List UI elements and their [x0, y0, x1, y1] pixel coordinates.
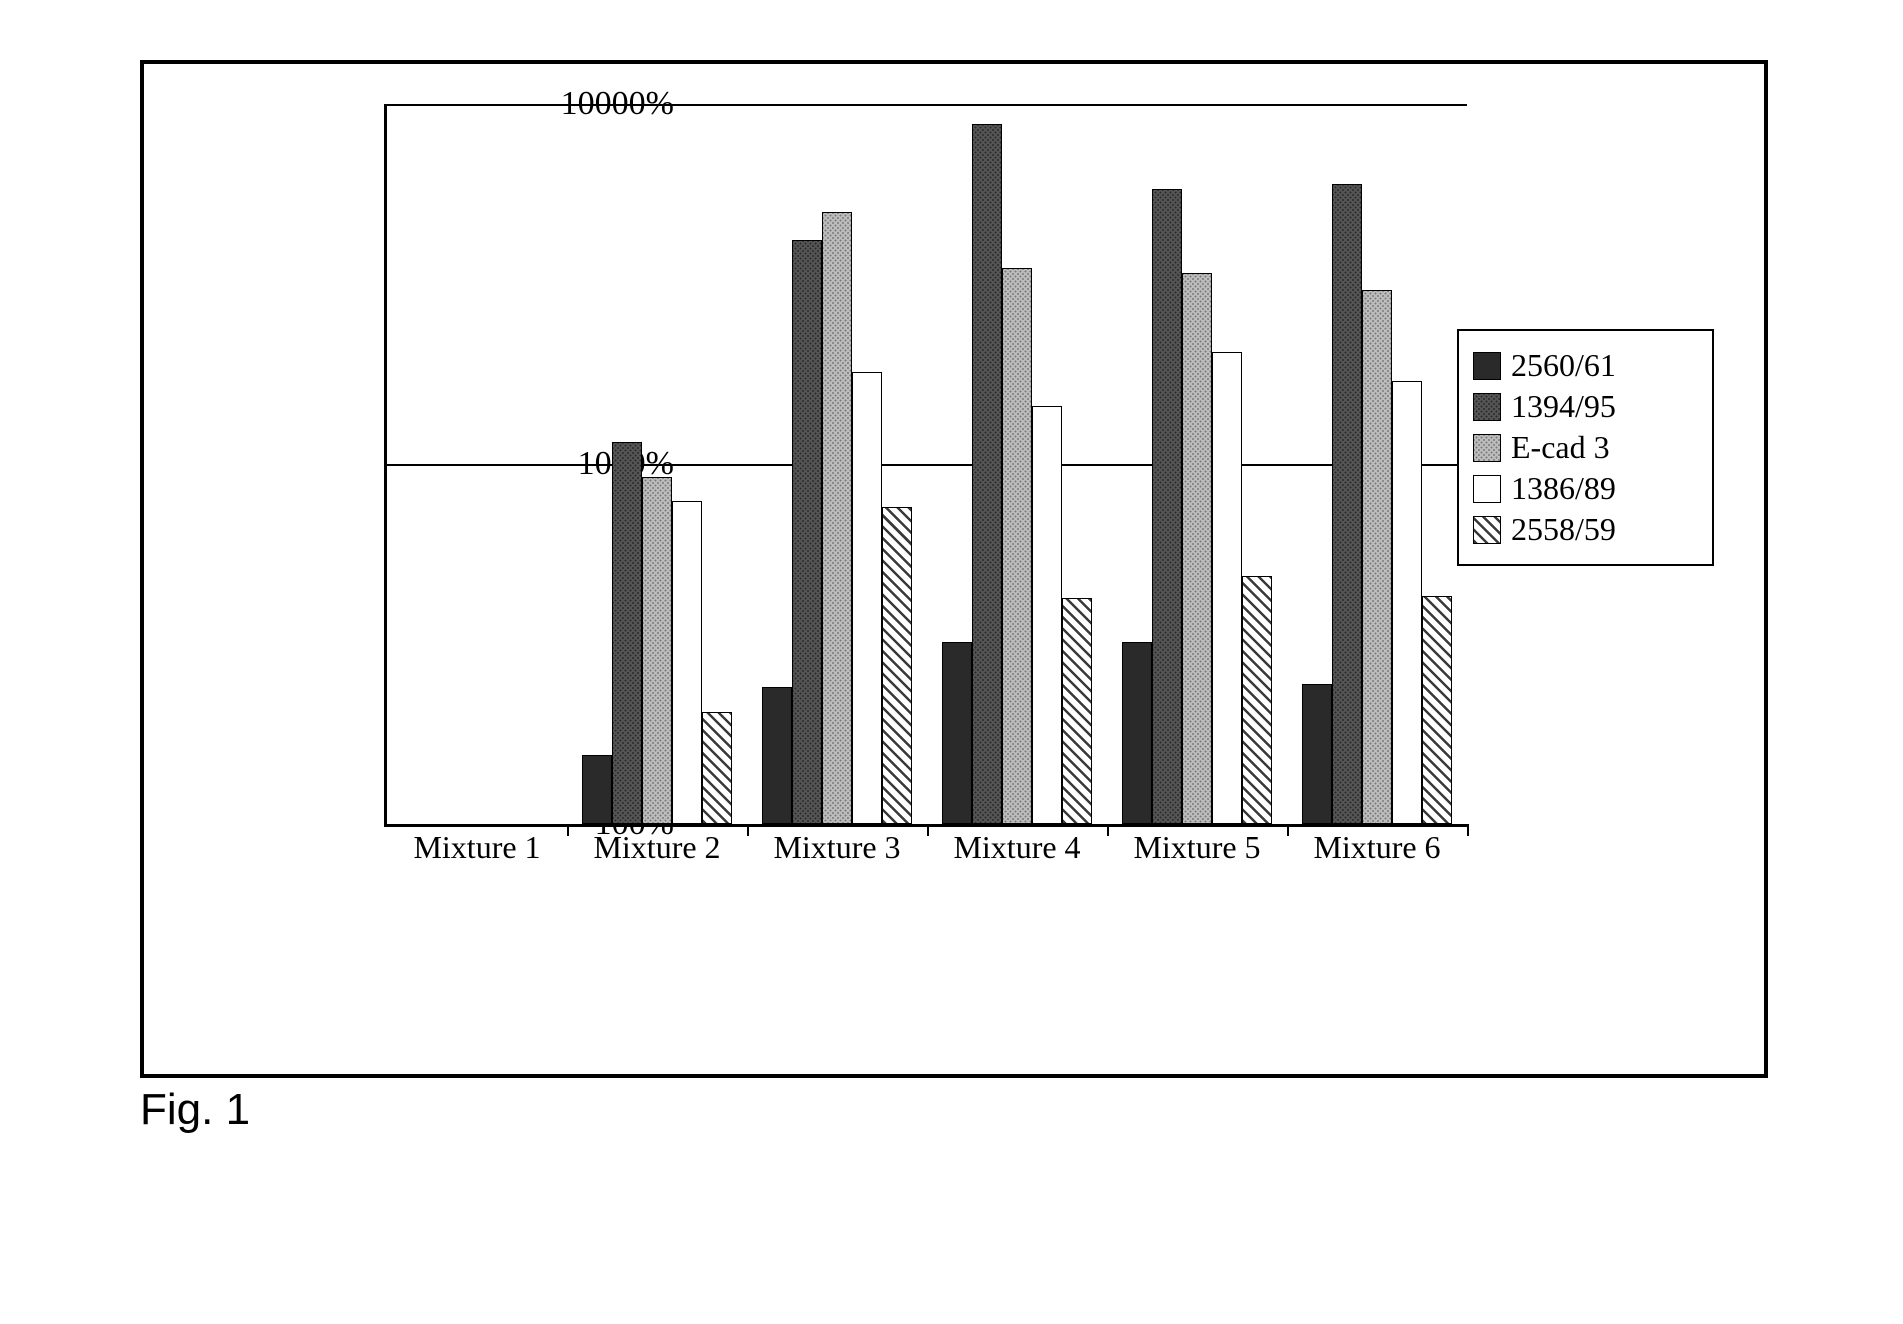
x-tick-label: Mixture 6: [1297, 829, 1457, 866]
x-tick-label: Mixture 3: [757, 829, 917, 866]
x-tick-mark: [927, 824, 929, 836]
bar: [642, 477, 672, 824]
bar: [672, 501, 702, 824]
legend-swatch: [1473, 434, 1501, 462]
bar: [1332, 184, 1362, 824]
bar-group: [942, 124, 1092, 824]
bar-group: [582, 442, 732, 824]
bar: [1062, 598, 1092, 824]
bar: [1302, 684, 1332, 824]
bar: [1392, 381, 1422, 824]
legend-label: 2558/59: [1511, 511, 1616, 548]
figure-caption: Fig. 1: [140, 1085, 250, 1135]
bar: [882, 507, 912, 824]
legend-label: 2560/61: [1511, 347, 1616, 384]
legend-label: 1394/95: [1511, 388, 1616, 425]
chart-frame: 10000% 1000% 100% Mixture 1Mixture 2Mixt…: [140, 60, 1768, 1078]
legend-swatch: [1473, 393, 1501, 421]
bar: [972, 124, 1002, 824]
bar: [822, 212, 852, 824]
legend-swatch: [1473, 352, 1501, 380]
x-tick-mark: [1467, 824, 1469, 836]
legend-label: E-cad 3: [1511, 429, 1610, 466]
legend-label: 1386/89: [1511, 470, 1616, 507]
legend-swatch: [1473, 475, 1501, 503]
bar-group: [1302, 184, 1452, 824]
bar: [1212, 352, 1242, 824]
bar: [1242, 576, 1272, 824]
bar: [582, 755, 612, 824]
x-tick-mark: [1287, 824, 1289, 836]
bar: [942, 642, 972, 824]
legend-item: E-cad 3: [1473, 429, 1698, 466]
bar: [792, 240, 822, 824]
x-tick-label: Mixture 5: [1117, 829, 1277, 866]
bar: [1182, 273, 1212, 824]
legend-item: 1394/95: [1473, 388, 1698, 425]
x-tick-mark: [1107, 824, 1109, 836]
x-tick-mark: [747, 824, 749, 836]
page: 10000% 1000% 100% Mixture 1Mixture 2Mixt…: [0, 0, 1903, 1324]
bar-group: [762, 212, 912, 824]
bar-group: [1122, 189, 1272, 824]
x-tick-label: Mixture 1: [397, 829, 557, 866]
bar: [852, 372, 882, 824]
bar: [702, 712, 732, 824]
bar: [1422, 596, 1452, 824]
bar: [1002, 268, 1032, 824]
plot-area: Mixture 1Mixture 2Mixture 3Mixture 4Mixt…: [384, 104, 1467, 827]
legend-swatch: [1473, 516, 1501, 544]
bar: [1032, 406, 1062, 824]
grid-line: [387, 104, 1467, 106]
bar: [762, 687, 792, 824]
x-tick-mark: [567, 824, 569, 836]
legend-item: 2560/61: [1473, 347, 1698, 384]
bar: [1152, 189, 1182, 824]
legend: 2560/61 1394/95 E-cad 3 1386/89 2558/59: [1457, 329, 1714, 566]
bar: [1122, 642, 1152, 824]
legend-item: 1386/89: [1473, 470, 1698, 507]
x-tick-label: Mixture 2: [577, 829, 737, 866]
x-tick-label: Mixture 4: [937, 829, 1097, 866]
legend-item: 2558/59: [1473, 511, 1698, 548]
bar: [1362, 290, 1392, 824]
bar: [612, 442, 642, 824]
